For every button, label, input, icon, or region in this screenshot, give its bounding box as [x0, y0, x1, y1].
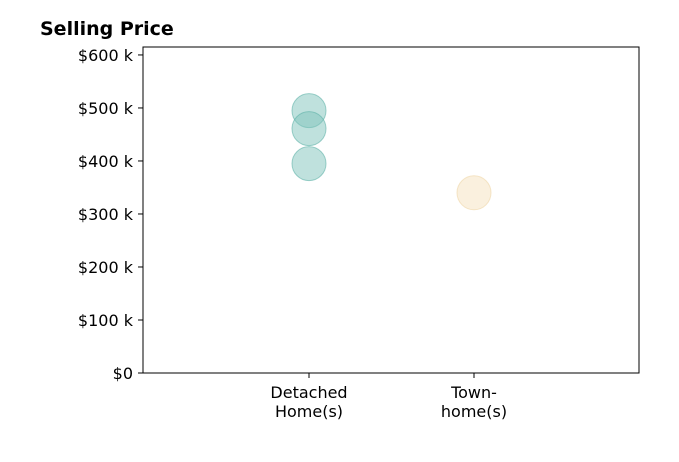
y-tick-label: $100 k: [78, 311, 134, 330]
plot-frame: [142, 46, 640, 374]
data-point: [456, 175, 492, 211]
y-tick-label: $400 k: [78, 152, 134, 171]
x-tick-label: Detached: [270, 383, 347, 402]
y-tick-label: $500 k: [78, 99, 134, 118]
y-tick-label: $200 k: [78, 258, 134, 277]
y-tick-label: $300 k: [78, 205, 134, 224]
data-point: [291, 146, 327, 182]
x-tick-label: Home(s): [275, 402, 343, 421]
y-axis: $0 $100 k $200 k $300 k $400 k $500 k $600 k: [78, 46, 143, 383]
data-point: [291, 111, 327, 147]
points-layer: [291, 93, 492, 211]
x-tick-label: home(s): [441, 402, 507, 421]
y-tick-label: $0: [113, 364, 133, 383]
chart-title: Selling Price: [40, 18, 174, 40]
y-tick-label: $600 k: [78, 46, 134, 65]
x-tick-label: Town-: [450, 383, 497, 402]
